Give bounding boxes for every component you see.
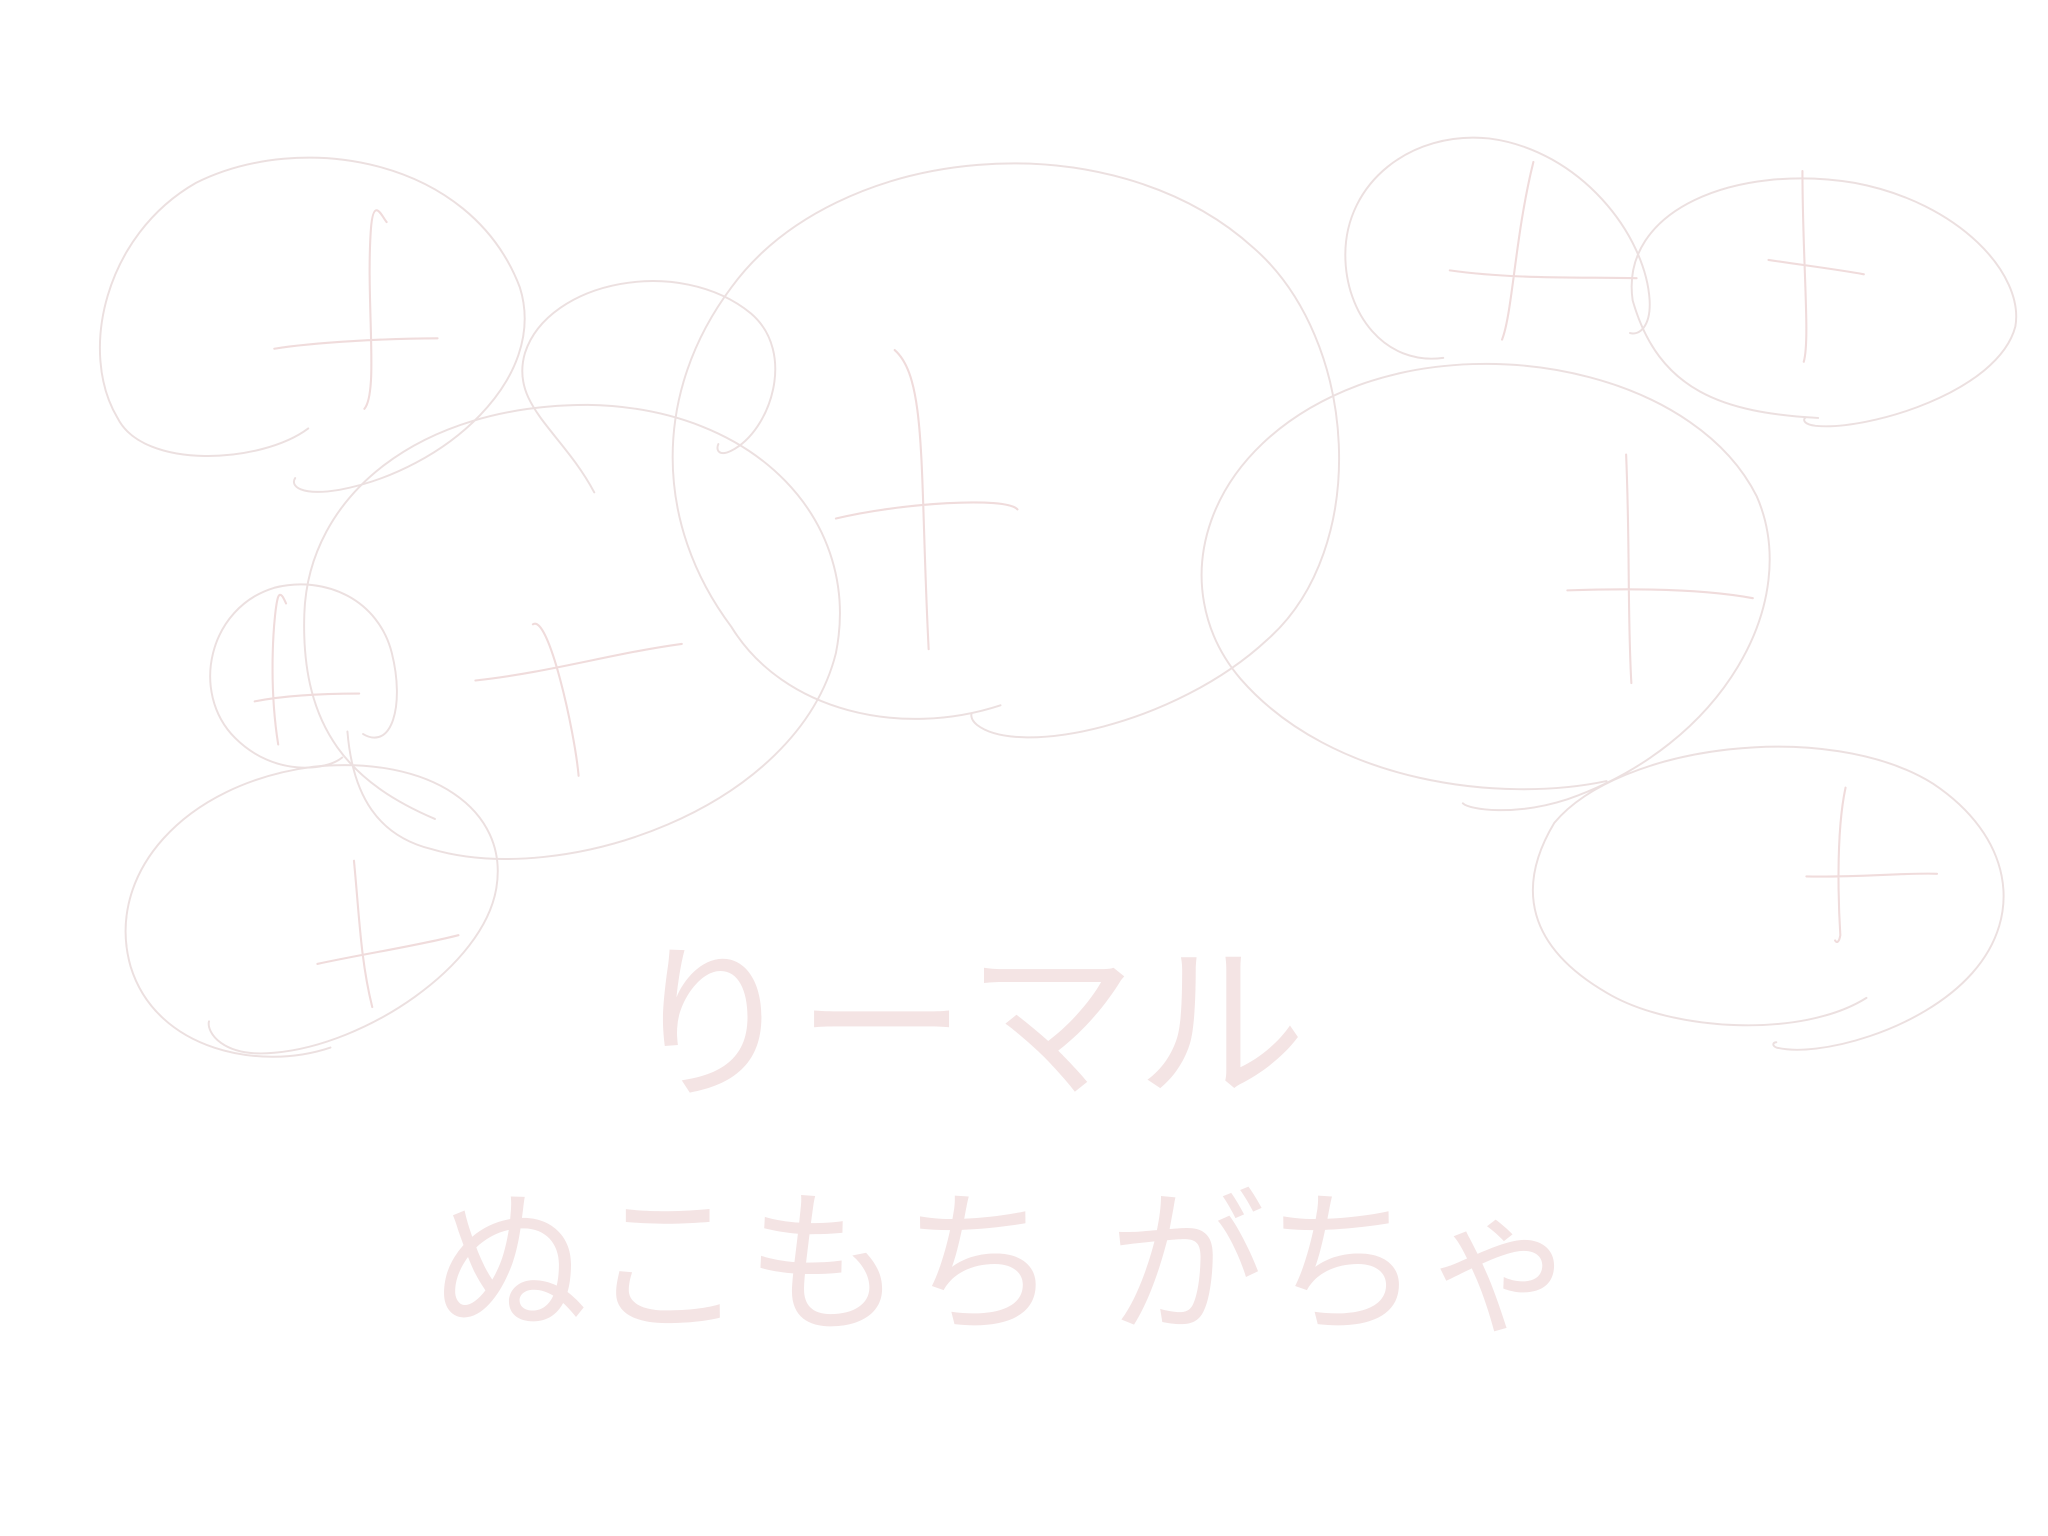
circles (99, 136, 2018, 1058)
circle (1630, 177, 2018, 428)
circle (209, 583, 398, 769)
handwritten-line: ぬこもち がちゃ (432, 1174, 1579, 1356)
circle (521, 280, 777, 494)
cross (316, 859, 460, 1009)
circle (1200, 362, 1771, 812)
circle (124, 764, 499, 1058)
circle (1344, 136, 1651, 360)
circle (303, 403, 841, 860)
handwritten-line: りーマル (627, 927, 1306, 1125)
cross (253, 593, 361, 746)
cross (1448, 160, 1638, 341)
cross (1767, 170, 1865, 363)
crosses (253, 160, 1939, 1009)
cross (834, 348, 1019, 651)
cross (474, 622, 683, 777)
cross (273, 209, 439, 410)
cross (1566, 453, 1754, 685)
cross (1805, 786, 1939, 943)
circle (1531, 745, 2005, 1051)
circle (671, 162, 1341, 739)
circle (99, 156, 526, 493)
